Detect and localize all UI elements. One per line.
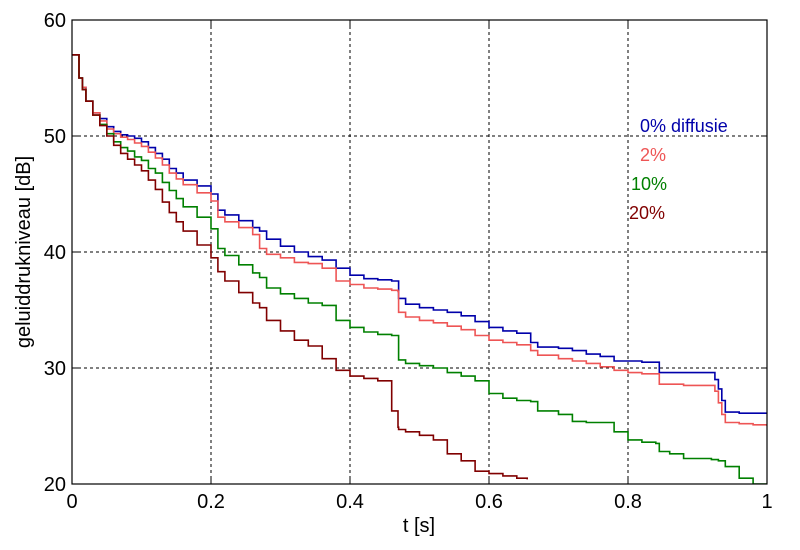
grid-lines	[72, 20, 767, 484]
y-tick-label: 20	[44, 474, 66, 496]
x-tick-label: 0.4	[336, 491, 364, 513]
x-axis-label: t [s]	[403, 515, 435, 537]
x-tick-label: 1	[761, 491, 772, 513]
x-tick-label: 0.8	[614, 491, 642, 513]
annotation-label: 2%	[640, 145, 666, 165]
series-line-1	[72, 54, 767, 426]
y-axis-label: geluiddrukniveau [dB]	[13, 156, 35, 348]
tick-marks	[71, 19, 768, 485]
series-line-3	[72, 54, 528, 480]
series-line-0	[72, 54, 767, 414]
x-tick-labels: 0 0.2 0.4 0.6 0.8 1	[66, 491, 772, 513]
annotation-label: 20%	[629, 203, 665, 223]
series-line-2	[72, 54, 767, 484]
x-tick-label: 0.2	[197, 491, 225, 513]
series-annotations: 0% diffusie 2% 10% 20%	[629, 116, 728, 223]
y-tick-label: 50	[44, 126, 66, 148]
y-tick-labels: 20 30 40 50 60	[44, 10, 66, 496]
x-tick-label: 0	[66, 491, 77, 513]
annotation-label: 0% diffusie	[640, 116, 728, 136]
series-lines	[72, 54, 767, 484]
y-tick-label: 30	[44, 358, 66, 380]
y-tick-label: 60	[44, 10, 66, 32]
annotation-label: 10%	[631, 174, 667, 194]
x-tick-label: 0.6	[475, 491, 503, 513]
y-tick-label: 40	[44, 242, 66, 264]
